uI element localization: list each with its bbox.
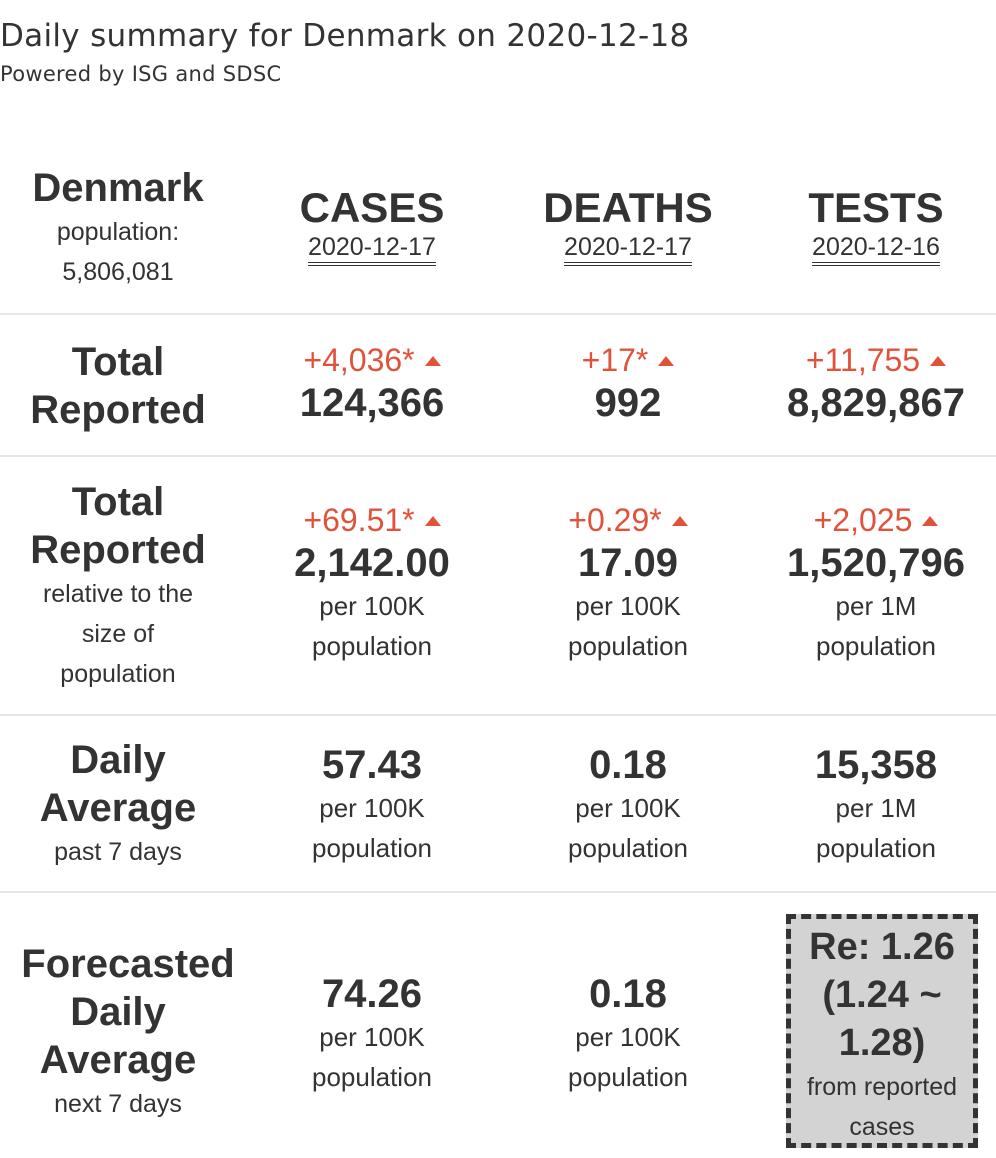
delta-text: +2,025 xyxy=(813,502,913,538)
unit-line: population xyxy=(312,631,432,661)
unit-line: per 1M xyxy=(835,793,917,823)
row-label-line: Total xyxy=(71,480,165,524)
row-label-line: Average xyxy=(39,786,197,830)
triangle-up-icon xyxy=(424,355,441,366)
row-label-daily-average: Daily Average past 7 days xyxy=(0,736,236,872)
triangle-up-icon xyxy=(424,515,441,526)
country-name: Denmark xyxy=(32,166,204,210)
unit-line: per 100K xyxy=(575,793,681,823)
relative-deaths-cell: +0.29* 17.09 per 100K population xyxy=(500,500,756,666)
delta-value: +4,036* xyxy=(244,340,500,380)
delta-text: +69.51* xyxy=(303,502,415,538)
column-title: DEATHS xyxy=(543,184,713,231)
column-header-tests: TESTS 2020-12-16 xyxy=(756,184,996,266)
row-label-line: Reported xyxy=(30,528,206,572)
row-note: past 7 days xyxy=(54,838,182,866)
metric-value: 2,142.00 xyxy=(294,541,450,585)
column-header-cases: CASES 2020-12-17 xyxy=(244,184,500,266)
unit-line: population xyxy=(816,833,936,863)
unit-line: population xyxy=(568,631,688,661)
delta-text: +17* xyxy=(581,342,649,378)
page-subtitle: Powered by ISG and SDSC xyxy=(0,62,282,86)
re-range: 1.28) xyxy=(838,1022,926,1064)
daily-cases-cell: 57.43 per 100K population xyxy=(244,742,500,868)
triangle-up-icon xyxy=(658,355,675,366)
triangle-up-icon xyxy=(671,515,688,526)
delta-value: +2,025 xyxy=(756,500,996,540)
column-date: 2020-12-17 xyxy=(308,232,436,266)
metric-value: 74.26 xyxy=(321,972,423,1016)
unit-line: population xyxy=(568,1062,688,1092)
metric-value: 0.18 xyxy=(589,972,667,1016)
metric-value: 57.43 xyxy=(321,743,423,787)
relative-tests-cell: +2,025 1,520,796 per 1M population xyxy=(756,500,996,666)
unit-line: per 1M xyxy=(835,591,917,621)
column-title: TESTS xyxy=(808,184,944,231)
re-note: from reported xyxy=(806,1073,958,1101)
row-note-line: relative to the xyxy=(42,580,194,608)
metric-value: 15,358 xyxy=(814,743,938,787)
column-date: 2020-12-17 xyxy=(564,232,692,266)
unit-line: population xyxy=(312,1062,432,1092)
row-note: next 7 days xyxy=(54,1090,182,1118)
column-header-deaths: DEATHS 2020-12-17 xyxy=(500,184,756,266)
row-label-total-reported: Total Reported xyxy=(0,338,236,434)
unit-line: population xyxy=(312,833,432,863)
total-tests-cell: +11,755 8,829,867 xyxy=(756,340,996,426)
delta-value: +69.51* xyxy=(244,500,500,540)
delta-text: +0.29* xyxy=(568,502,662,538)
row-note-line: size of xyxy=(81,620,155,648)
triangle-up-icon xyxy=(930,355,947,366)
column-title: CASES xyxy=(299,184,445,231)
delta-value: +17* xyxy=(500,340,756,380)
unit-line: population xyxy=(568,833,688,863)
delta-value: +0.29* xyxy=(500,500,756,540)
row-label-line: Daily xyxy=(70,738,166,782)
country-block: Denmark population: 5,806,081 xyxy=(0,164,236,292)
row-label-relative: Total Reported relative to the size of p… xyxy=(0,478,236,694)
daily-tests-cell: 15,358 per 1M population xyxy=(756,742,996,868)
delta-text: +11,755 xyxy=(805,342,921,378)
metric-value: 1,520,796 xyxy=(787,541,965,585)
row-label-line: Forecasted xyxy=(21,942,235,986)
metric-value: 8,829,867 xyxy=(787,381,965,425)
re-note: cases xyxy=(849,1113,915,1141)
metric-value: 17.09 xyxy=(577,541,679,585)
delta-value: +11,755 xyxy=(756,340,996,380)
unit-line: population xyxy=(816,631,936,661)
row-label-line: Reported xyxy=(30,388,206,432)
total-deaths-cell: +17* 992 xyxy=(500,340,756,426)
row-label-line: Total xyxy=(71,340,165,384)
unit-line: per 100K xyxy=(319,591,425,621)
metric-value: 0.18 xyxy=(589,743,667,787)
total-cases-cell: +4,036* 124,366 xyxy=(244,340,500,426)
unit-line: per 100K xyxy=(575,1022,681,1052)
row-divider xyxy=(0,313,996,315)
row-note-line: population xyxy=(60,660,176,688)
delta-text: +4,036* xyxy=(303,342,415,378)
row-divider xyxy=(0,455,996,457)
re-value: Re: 1.26 xyxy=(809,926,955,968)
daily-deaths-cell: 0.18 per 100K population xyxy=(500,742,756,868)
metric-value: 992 xyxy=(594,381,662,425)
re-range: (1.24 ~ xyxy=(822,974,942,1016)
unit-line: per 100K xyxy=(319,1022,425,1052)
metric-value: 124,366 xyxy=(299,381,445,425)
row-label-forecast: Forecasted Daily Average next 7 days xyxy=(0,940,256,1124)
forecast-cases-cell: 74.26 per 100K population xyxy=(244,971,500,1097)
row-divider xyxy=(0,714,996,716)
reproduction-number-box: Re: 1.26 (1.24 ~ 1.28) from reported cas… xyxy=(786,914,978,1148)
relative-cases-cell: +69.51* 2,142.00 per 100K population xyxy=(244,500,500,666)
column-date: 2020-12-16 xyxy=(812,232,940,266)
unit-line: per 100K xyxy=(575,591,681,621)
page-title: Daily summary for Denmark on 2020-12-18 xyxy=(0,18,690,54)
unit-line: per 100K xyxy=(319,793,425,823)
row-divider xyxy=(0,891,996,893)
row-label-line: Daily xyxy=(70,990,166,1034)
population-value: 5,806,081 xyxy=(62,258,174,286)
triangle-up-icon xyxy=(922,515,939,526)
population-label: population: xyxy=(56,218,180,246)
forecast-deaths-cell: 0.18 per 100K population xyxy=(500,971,756,1097)
row-label-line: Average xyxy=(39,1038,197,1082)
